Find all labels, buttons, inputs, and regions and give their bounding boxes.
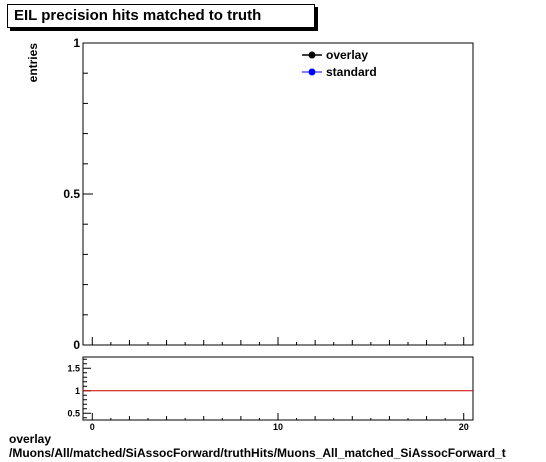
main-y-axis: 00.51: [63, 36, 93, 352]
main-plot-frame: [82, 42, 474, 346]
ratio-y-tick-label: 0.5: [67, 408, 80, 418]
chart-title: EIL precision hits matched to truth: [14, 7, 262, 24]
y-axis-label: entries: [26, 43, 40, 83]
legend-marker-standard: [308, 68, 316, 76]
legend: overlay standard: [302, 48, 377, 79]
main-y-tick-label: 0.5: [63, 187, 80, 201]
title-box: EIL precision hits matched to truth: [7, 4, 315, 28]
footer-label: overlay: [9, 432, 52, 446]
legend-marker-overlay: [308, 51, 316, 59]
ratio-y-tick-label: 1: [75, 386, 80, 396]
ratio-x-axis: 0 10 20: [90, 413, 469, 432]
main-y-tick-label: 1: [73, 36, 80, 50]
ratio-y-axis: 0.5 1 1.5: [67, 358, 91, 419]
legend-label-overlay: overlay: [326, 48, 368, 62]
legend-label-standard: standard: [326, 65, 377, 79]
ratio-x-tick-label: 20: [459, 422, 469, 432]
ratio-plot-frame: [82, 356, 474, 421]
ratio-x-tick-label: 10: [273, 422, 283, 432]
main-y-tick-label: 0: [73, 338, 80, 352]
ratio-y-tick-label: 1.5: [67, 363, 80, 373]
footer-path: /Muons/All/matched/SiAssocForward/truthH…: [9, 446, 506, 460]
ratio-x-tick-label: 0: [90, 422, 95, 432]
main-x-axis: [91, 337, 465, 345]
